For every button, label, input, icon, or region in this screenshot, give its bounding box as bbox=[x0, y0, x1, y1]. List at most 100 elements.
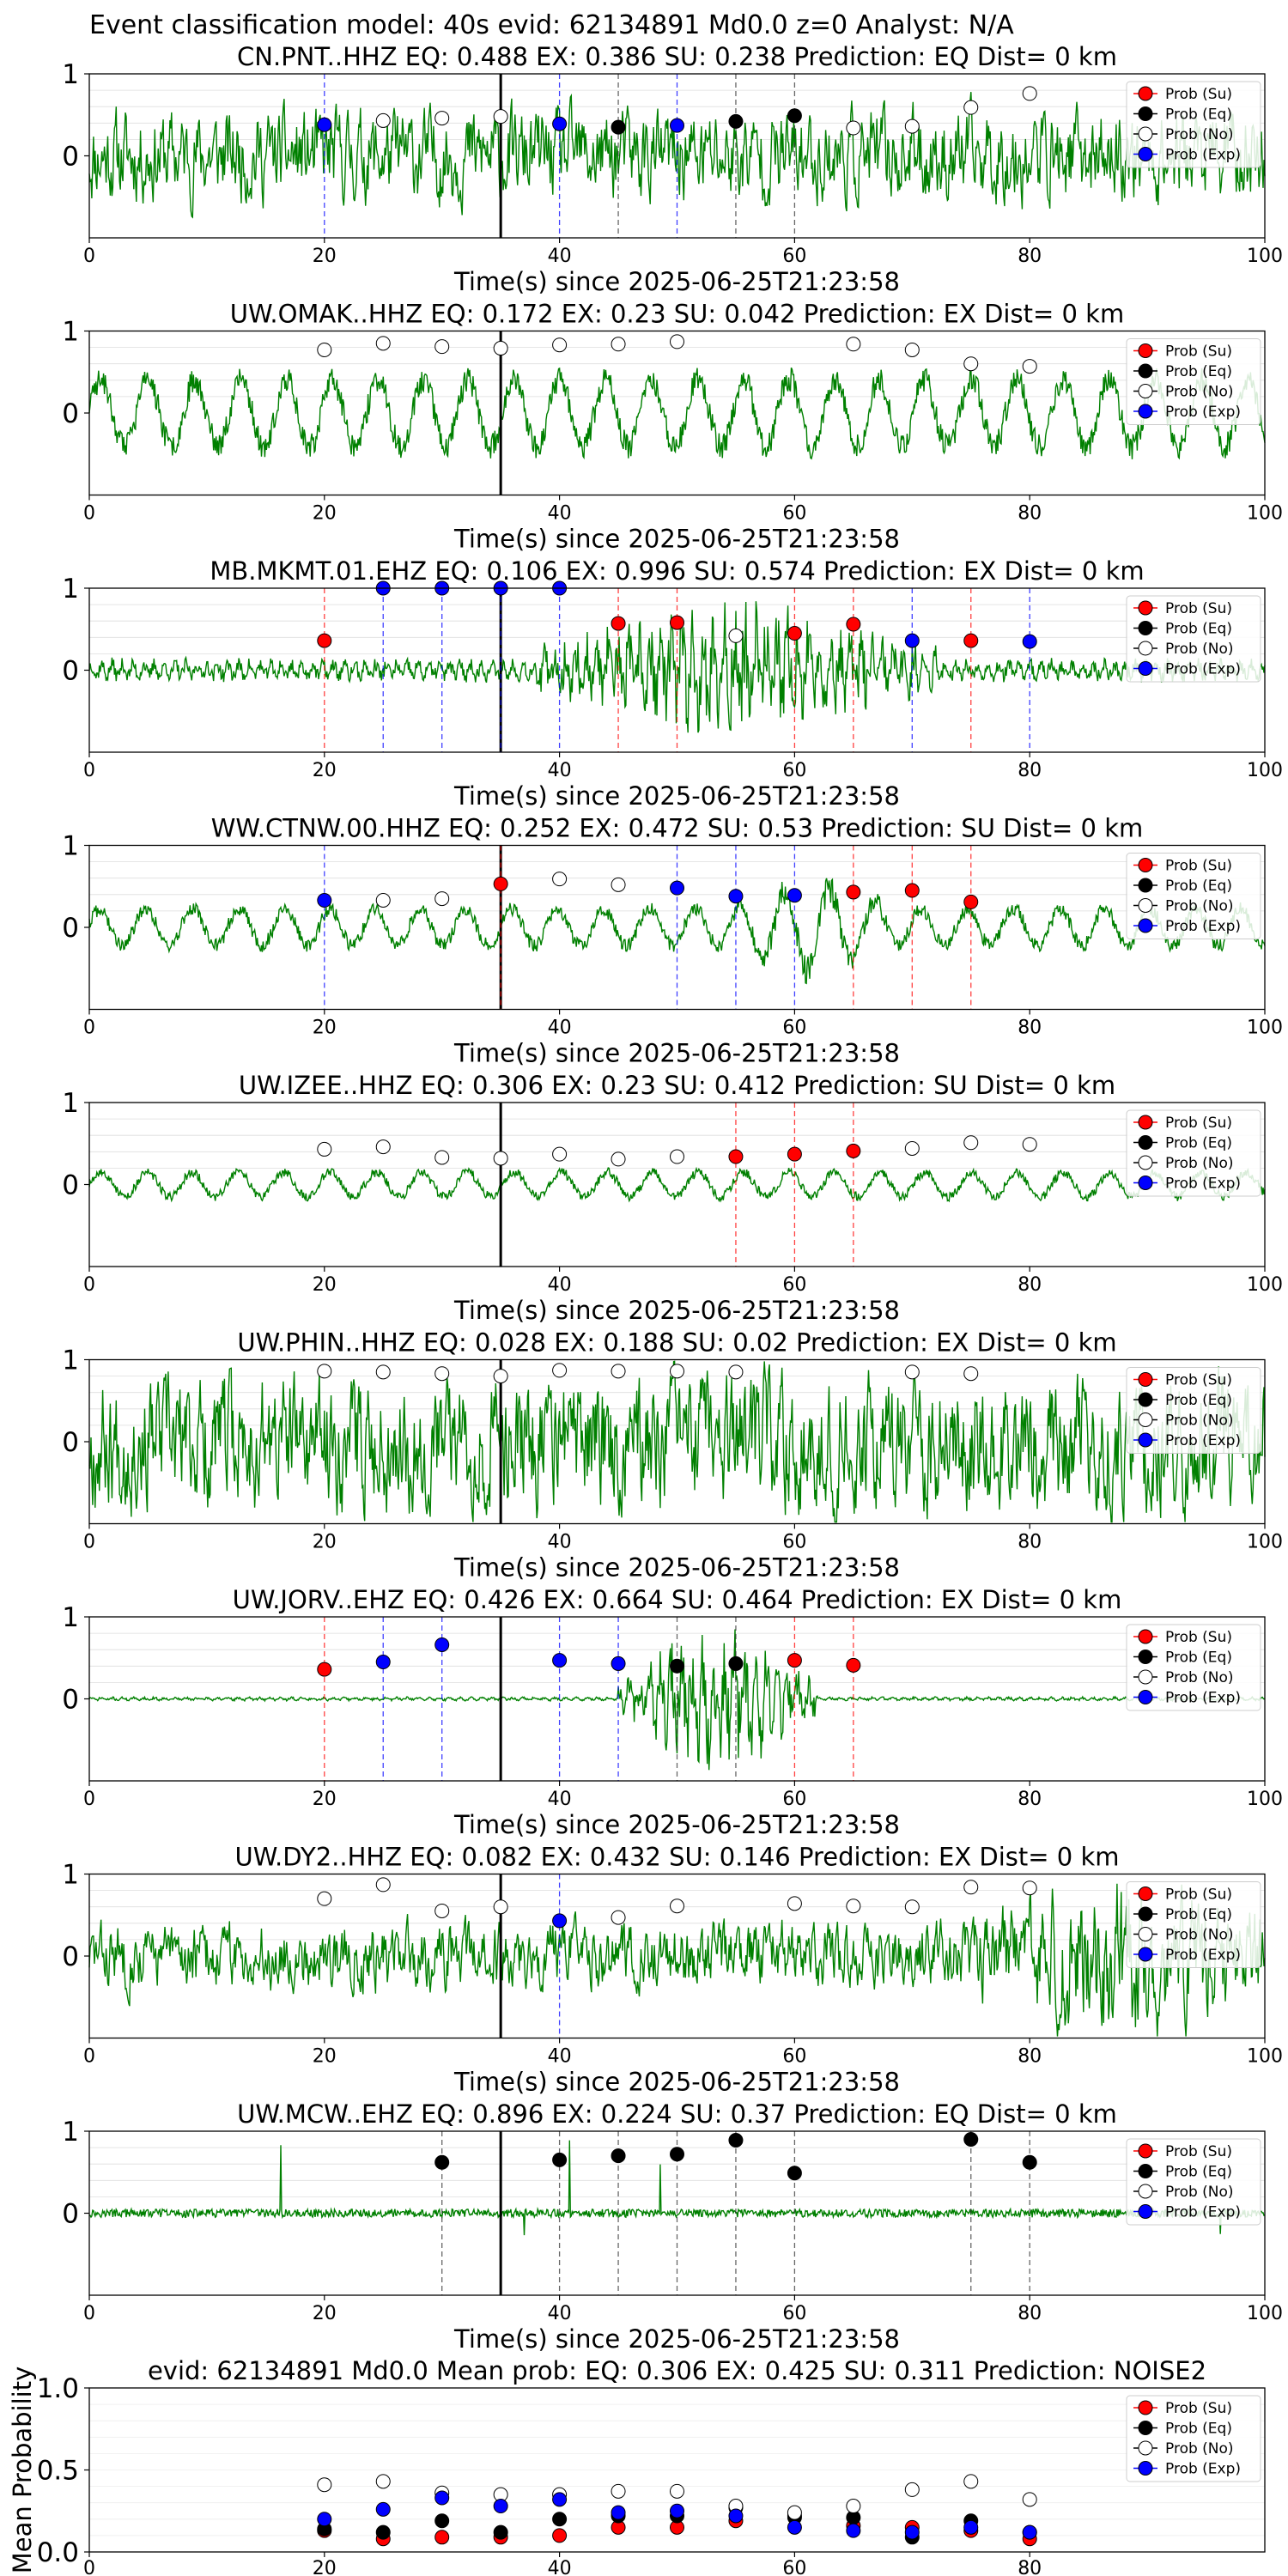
waveform-panel: UW.MCW..EHZ EQ: 0.896 EX: 0.224 SU: 0.37… bbox=[62, 2099, 1283, 2354]
probability-marker-no bbox=[434, 1150, 450, 1165]
probability-marker-no bbox=[375, 1139, 391, 1155]
x-tick-label: 60 bbox=[782, 2558, 806, 2576]
mean-marker-no bbox=[904, 2482, 920, 2497]
x-tick-label: 0 bbox=[83, 503, 95, 525]
legend-label: Prob (Eq) bbox=[1165, 878, 1232, 895]
legend-label: Prob (Su) bbox=[1165, 1115, 1232, 1132]
panel-title: UW.PHIN..HHZ EQ: 0.028 EX: 0.188 SU: 0.0… bbox=[237, 1328, 1116, 1358]
x-tick-label: 40 bbox=[548, 760, 572, 781]
mean-marker-no bbox=[963, 2474, 979, 2489]
x-tick-label: 20 bbox=[313, 760, 337, 781]
legend-marker bbox=[1138, 1649, 1153, 1664]
legend-label: Prob (No) bbox=[1165, 1155, 1234, 1172]
probability-marker-su bbox=[317, 633, 332, 648]
legend-marker bbox=[1138, 126, 1153, 142]
probability-marker-no bbox=[670, 334, 684, 349]
legend-box bbox=[1126, 1881, 1261, 1968]
x-tick-label: 40 bbox=[548, 1789, 572, 1810]
legend-label: Prob (Exp) bbox=[1165, 661, 1241, 678]
mean-marker-exp bbox=[846, 2523, 861, 2538]
legend-label: Prob (Su) bbox=[1165, 1372, 1232, 1389]
panel-title: UW.MCW..EHZ EQ: 0.896 EX: 0.224 SU: 0.37… bbox=[237, 2099, 1117, 2129]
x-tick-label: 60 bbox=[782, 1532, 806, 1553]
probability-marker-no bbox=[963, 1880, 979, 1895]
x-axis-label: Time(s) since 2025-06-25T21:23:58 bbox=[453, 781, 900, 811]
waveform-trace bbox=[88, 1360, 1266, 1523]
probability-marker-su bbox=[963, 894, 979, 909]
mean-marker-eq bbox=[434, 2513, 450, 2529]
waveform-panel: UW.JORV..EHZ EQ: 0.426 EX: 0.664 SU: 0.4… bbox=[62, 1585, 1283, 1839]
mean-marker-su bbox=[552, 2528, 568, 2543]
legend-label: Prob (Eq) bbox=[1165, 2164, 1232, 2181]
x-tick-label: 40 bbox=[548, 1532, 572, 1553]
probability-marker-no bbox=[434, 1903, 450, 1918]
probability-marker-exp bbox=[434, 1637, 450, 1652]
probability-marker-eq bbox=[611, 2148, 626, 2164]
probability-marker-no bbox=[552, 337, 568, 353]
legend-marker bbox=[1138, 2421, 1153, 2435]
legend-label: Prob (No) bbox=[1165, 1669, 1234, 1686]
probability-marker-su bbox=[317, 1662, 332, 1677]
x-tick-label: 0 bbox=[83, 2046, 95, 2068]
x-tick-label: 40 bbox=[548, 246, 572, 267]
probability-marker-exp bbox=[1022, 634, 1037, 649]
legend-marker bbox=[1138, 106, 1153, 121]
probability-marker-eq bbox=[728, 2133, 744, 2148]
x-tick-label: 40 bbox=[548, 2558, 572, 2576]
probability-marker-no bbox=[434, 339, 450, 355]
probability-marker-no bbox=[728, 1364, 744, 1380]
probability-marker-no bbox=[846, 120, 861, 136]
y-tick-label: 1 bbox=[62, 1088, 79, 1119]
legend-marker bbox=[1138, 1432, 1153, 1448]
probability-marker-exp bbox=[317, 117, 332, 132]
probability-marker-no bbox=[434, 111, 450, 126]
probability-marker-no bbox=[434, 891, 450, 907]
panel-title: evid: 62134891 Md0.0 Mean prob: EQ: 0.30… bbox=[148, 2356, 1206, 2385]
probability-marker-su bbox=[728, 1149, 744, 1164]
y-tick-label: 1 bbox=[62, 574, 79, 605]
legend-label: Prob (No) bbox=[1165, 2440, 1234, 2458]
x-tick-label: 80 bbox=[1018, 1532, 1042, 1553]
mean-marker-eq bbox=[493, 2524, 508, 2540]
y-tick-label: 0 bbox=[62, 1170, 79, 1201]
probability-marker-eq bbox=[434, 2154, 450, 2170]
legend-marker bbox=[1138, 404, 1153, 419]
mean-marker-exp bbox=[317, 2512, 332, 2527]
panel-title: CN.PNT..HHZ EQ: 0.488 EX: 0.386 SU: 0.23… bbox=[237, 42, 1117, 71]
legend-label: Prob (Su) bbox=[1165, 2400, 1232, 2417]
x-tick-label: 100 bbox=[1247, 1532, 1283, 1553]
legend-marker bbox=[1138, 1155, 1153, 1170]
probability-marker-eq bbox=[787, 2166, 802, 2181]
probability-marker-exp bbox=[611, 1656, 626, 1671]
probability-marker-no bbox=[375, 892, 391, 908]
legend-marker bbox=[1138, 2204, 1153, 2219]
legend-box bbox=[1126, 338, 1261, 425]
probability-marker-no bbox=[904, 342, 920, 357]
legend-label: Prob (Exp) bbox=[1165, 404, 1241, 421]
legend-label: Prob (No) bbox=[1165, 1927, 1234, 1944]
mean-marker-exp bbox=[493, 2499, 508, 2514]
x-tick-label: 80 bbox=[1018, 1789, 1042, 1810]
x-tick-label: 20 bbox=[313, 2303, 337, 2324]
x-tick-label: 0 bbox=[83, 1018, 95, 1039]
x-tick-label: 60 bbox=[782, 246, 806, 267]
mean-marker-exp bbox=[963, 2519, 979, 2535]
probability-marker-no bbox=[493, 1369, 508, 1384]
panel-title: UW.JORV..EHZ EQ: 0.426 EX: 0.664 SU: 0.4… bbox=[233, 1585, 1122, 1614]
probability-marker-no bbox=[963, 1366, 979, 1382]
x-tick-label: 100 bbox=[1247, 246, 1283, 267]
probability-marker-no bbox=[1022, 359, 1037, 374]
x-tick-label: 0 bbox=[83, 2303, 95, 2324]
x-tick-label: 20 bbox=[313, 1274, 337, 1296]
x-tick-label: 80 bbox=[1018, 503, 1042, 525]
legend-label: Prob (Eq) bbox=[1165, 2421, 1232, 2438]
y-tick-label: 1 bbox=[62, 1346, 79, 1376]
probability-marker-no bbox=[904, 1140, 920, 1156]
legend-label: Prob (No) bbox=[1165, 126, 1234, 143]
probability-marker-exp bbox=[552, 116, 568, 131]
probability-marker-exp bbox=[317, 892, 332, 908]
x-tick-label: 20 bbox=[313, 1789, 337, 1810]
mean-marker-exp bbox=[1022, 2524, 1037, 2540]
x-tick-label: 20 bbox=[313, 503, 337, 525]
panel-title: UW.DY2..HHZ EQ: 0.082 EX: 0.432 SU: 0.14… bbox=[234, 1843, 1119, 1872]
